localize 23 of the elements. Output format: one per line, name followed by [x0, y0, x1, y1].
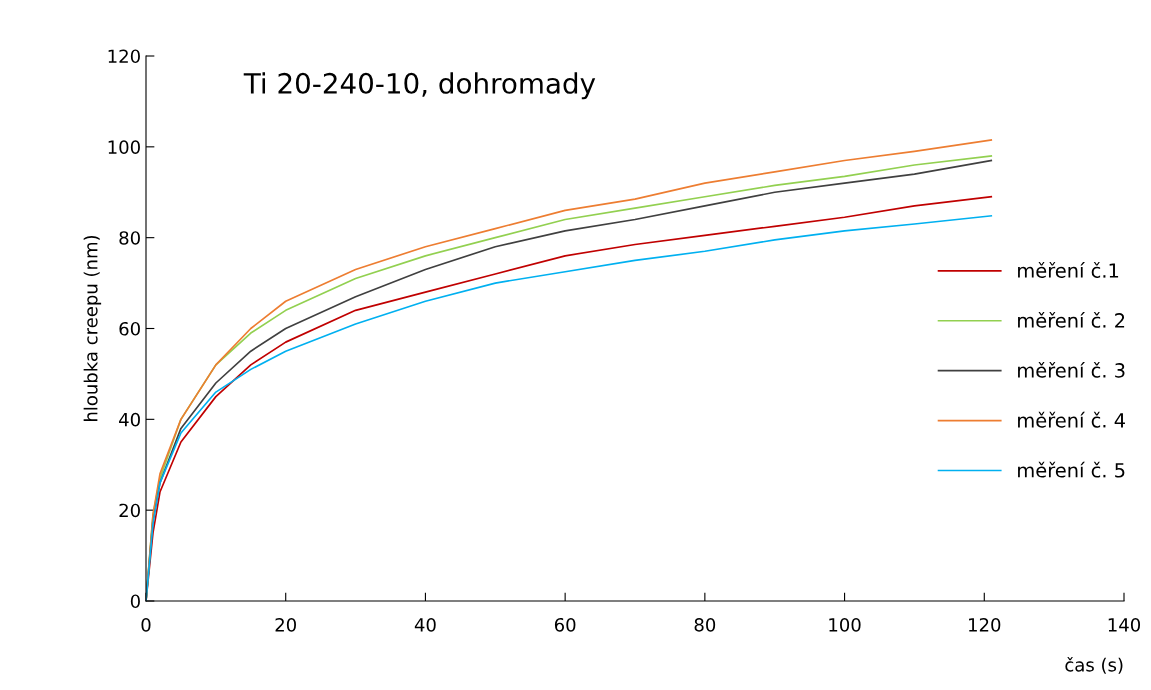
y-tick-label: 80 — [119, 231, 140, 245]
x-tick-label: 140 — [1108, 617, 1141, 632]
legend-label: měření č. 2 — [1018, 311, 1125, 328]
y-axis-title: hloubka creepu (nm) — [83, 235, 102, 421]
y-tick-label: 0 — [130, 594, 140, 609]
legend-label: měření č. 3 — [1018, 361, 1125, 378]
legend-label: měření č. 5 — [1018, 461, 1125, 478]
x-tick-label: 80 — [694, 617, 716, 632]
y-tick-label: 20 — [119, 503, 140, 518]
legend-label: měření č. 4 — [1018, 411, 1125, 428]
y-tick-label: 120 — [108, 49, 140, 64]
y-tick-label: 40 — [119, 412, 140, 427]
x-tick-label: 0 — [141, 617, 151, 632]
x-tick-label: 120 — [969, 617, 1001, 632]
y-tick-label: 100 — [108, 140, 140, 154]
x-tick-label: 20 — [275, 617, 296, 632]
x-axis-title: čas (s) — [1065, 656, 1123, 674]
y-tick-label: 60 — [119, 321, 140, 336]
x-tick-label: 60 — [554, 617, 576, 632]
legend-label: měření č.1 — [1018, 262, 1119, 278]
text: Ti 20-240-10, dohromady — [243, 72, 596, 100]
x-tick-label: 40 — [414, 617, 436, 632]
x-tick-label: 100 — [829, 617, 861, 632]
